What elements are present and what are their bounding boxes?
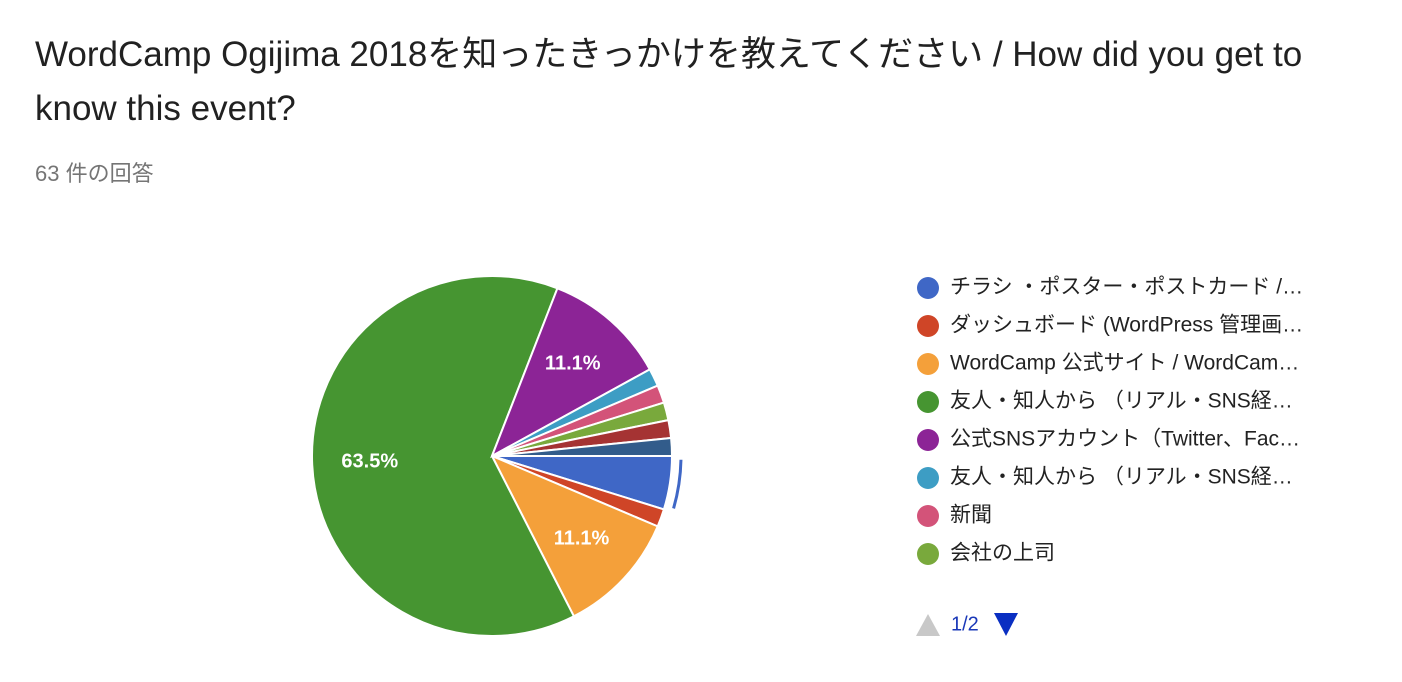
data-label: 11.1% [554,528,610,550]
legend-swatch [917,277,939,299]
slice [490,287,652,459]
legend-label: WordCamp 公式サイト / WordCam… [950,352,1299,375]
legend-label: ダッシュボード (WordPress 管理画… [950,314,1303,337]
legend-swatch [917,429,939,451]
legend-swatch [917,391,939,413]
legend-label: 新聞 [950,504,992,527]
legend-swatch [917,505,939,527]
legend-label: 友人・知人から （リアル・SNS経… [950,390,1293,413]
legend-swatch [917,467,939,489]
data-label: 63.5% [341,450,398,472]
legend-swatch [917,353,939,375]
legend-label: 公式SNSアカウント（Twitter、Fac… [950,428,1300,451]
legend-label: 友人・知人から （リアル・SNS経… [950,466,1293,489]
legend-label: 会社の上司 [950,542,1055,565]
slice [311,275,576,637]
slice-highlight [672,459,683,509]
slice [491,436,674,457]
chart-subtitle: 63 件の回答 [35,161,154,186]
slice [489,454,659,618]
prev-page[interactable] [916,614,940,636]
data-label: 11.1% [545,352,601,374]
legend-label: チラシ ・ポスター・ポストカード /… [950,276,1303,299]
chart-title: WordCamp Ogijima 2018を知ったきっかけを教えてください / … [35,35,1303,128]
legend-swatch [917,543,939,565]
legend-page: 1/2 [951,613,979,635]
legend-swatch [917,315,939,337]
next-page[interactable] [994,613,1018,636]
